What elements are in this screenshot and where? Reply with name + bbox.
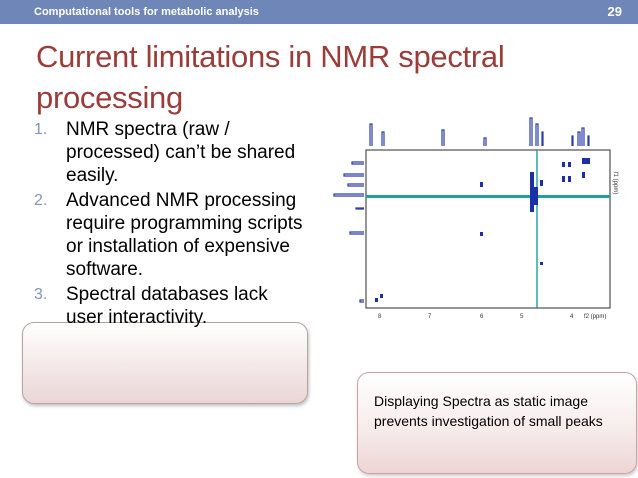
nmr-spectrum-image: 8 7 6 5 4 f2 (ppm) f1 (ppm)	[333, 117, 618, 320]
header-bar: Computational tools for metabolic analys…	[0, 0, 638, 24]
tick-label: 4	[570, 314, 574, 320]
section-title: Computational tools for metabolic analys…	[34, 6, 259, 18]
tick-label: 6	[480, 314, 484, 320]
list-number: 3.	[34, 286, 48, 303]
spectrum-frame	[365, 149, 611, 309]
list-item-text: NMR spectra (raw / processed) can’t be s…	[66, 119, 296, 186]
callout-box: Displaying Spectra as static image preve…	[357, 372, 637, 474]
highlight-box	[22, 322, 308, 404]
tick-label: 8	[378, 314, 382, 320]
side-axis-label: f1 (ppm)	[612, 172, 618, 194]
callout-text: Displaying Spectra as static image preve…	[374, 393, 603, 429]
list-item: 1. NMR spectra (raw / processed) can’t b…	[34, 118, 304, 187]
slide-number: 29	[607, 4, 622, 19]
list-number: 2.	[34, 192, 48, 209]
tick-label: 7	[428, 314, 432, 320]
list-item: 3. Spectral databases lack user interact…	[34, 283, 304, 329]
limitations-list: 1. NMR spectra (raw / processed) can’t b…	[34, 118, 304, 331]
top-projection-trace	[369, 117, 590, 146]
left-projection-trace	[333, 161, 364, 303]
tick-label: f2 (ppm)	[584, 314, 606, 320]
vertical-band	[536, 150, 538, 308]
list-number: 1.	[34, 121, 48, 138]
list-item-text: Advanced NMR processing require programm…	[66, 190, 303, 280]
slide-title: Current limitations in NMR spectral proc…	[36, 39, 505, 115]
list-item-text: Spectral databases lack user interactivi…	[66, 284, 268, 328]
diagonal-band	[366, 195, 610, 198]
axis-tick-labels: 8 7 6 5 4 f2 (ppm) f1 (ppm)	[378, 172, 618, 320]
contour-peaks	[375, 158, 590, 302]
list-item: 2. Advanced NMR processing require progr…	[34, 189, 304, 281]
tick-label: 5	[520, 314, 524, 320]
